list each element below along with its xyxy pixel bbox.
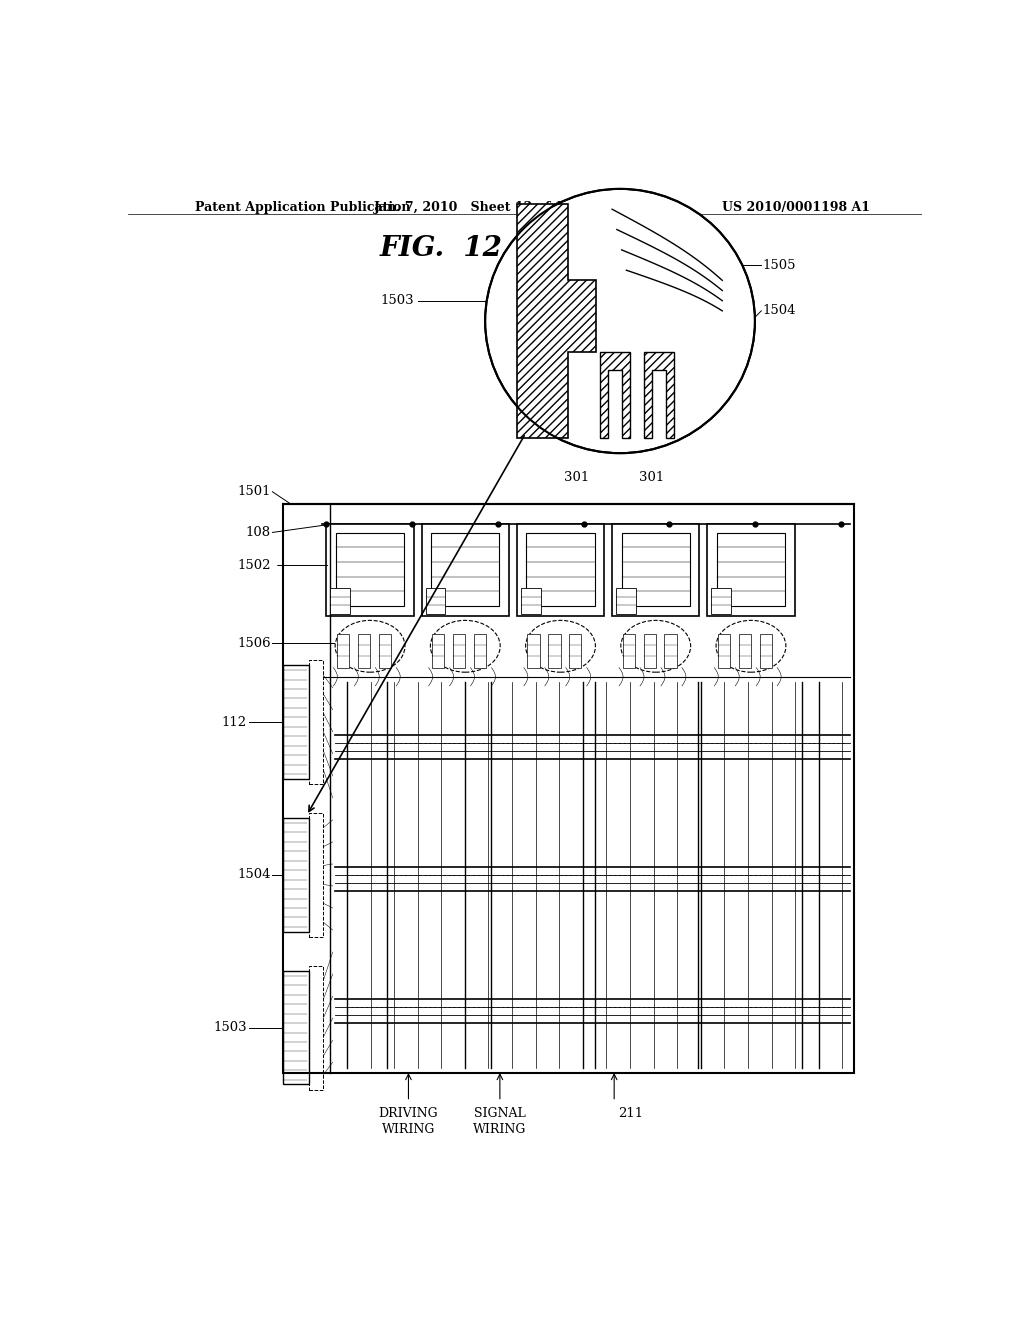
Bar <box>431 533 500 606</box>
Bar <box>717 533 785 606</box>
Polygon shape <box>517 205 596 438</box>
Bar <box>521 589 541 614</box>
Text: 1504: 1504 <box>238 869 270 882</box>
Text: 112: 112 <box>222 715 247 729</box>
Bar <box>283 665 309 779</box>
Bar <box>283 972 309 1085</box>
Text: 1504: 1504 <box>763 305 797 317</box>
Text: DRIVING
WIRING: DRIVING WIRING <box>379 1106 438 1135</box>
Text: 301: 301 <box>564 471 589 484</box>
Bar <box>331 589 350 614</box>
Text: 1502: 1502 <box>238 558 270 572</box>
Bar <box>327 524 414 615</box>
Bar <box>718 634 730 668</box>
Bar <box>453 634 465 668</box>
Bar <box>283 818 309 932</box>
Bar <box>309 813 324 937</box>
Bar <box>337 634 349 668</box>
Bar <box>760 634 772 668</box>
Text: 211: 211 <box>618 1106 643 1119</box>
Bar <box>357 634 370 668</box>
Bar <box>309 966 324 1089</box>
Text: 1506: 1506 <box>238 636 270 649</box>
Bar <box>426 589 445 614</box>
Polygon shape <box>600 351 631 438</box>
Text: 1505: 1505 <box>763 259 797 272</box>
Bar <box>548 634 560 668</box>
Bar <box>616 589 636 614</box>
Bar <box>622 533 690 606</box>
Bar <box>432 634 444 668</box>
Bar <box>309 660 324 784</box>
Text: 1501: 1501 <box>238 486 270 498</box>
Text: Jan. 7, 2010   Sheet 12 of 13: Jan. 7, 2010 Sheet 12 of 13 <box>374 201 572 214</box>
Bar <box>569 634 582 668</box>
Bar <box>474 634 486 668</box>
Bar <box>422 524 509 615</box>
Text: FIG.  12: FIG. 12 <box>380 235 503 261</box>
Bar <box>336 533 404 606</box>
Bar <box>708 524 795 615</box>
Bar <box>283 504 854 1073</box>
Text: 108: 108 <box>246 525 270 539</box>
Bar <box>643 634 655 668</box>
Text: SIGNAL
WIRING: SIGNAL WIRING <box>473 1106 526 1135</box>
Polygon shape <box>644 351 674 438</box>
Bar <box>738 634 751 668</box>
Text: 1503: 1503 <box>213 1022 247 1035</box>
Bar <box>527 634 540 668</box>
Text: US 2010/0001198 A1: US 2010/0001198 A1 <box>722 201 870 214</box>
Bar <box>612 524 699 615</box>
Bar <box>623 634 635 668</box>
Bar <box>526 533 595 606</box>
Bar <box>379 634 391 668</box>
Bar <box>665 634 677 668</box>
Text: Patent Application Publication: Patent Application Publication <box>196 201 411 214</box>
Text: 1503: 1503 <box>380 294 414 308</box>
Bar <box>712 589 731 614</box>
Bar <box>517 524 604 615</box>
Ellipse shape <box>485 189 755 453</box>
Text: 301: 301 <box>639 471 665 484</box>
